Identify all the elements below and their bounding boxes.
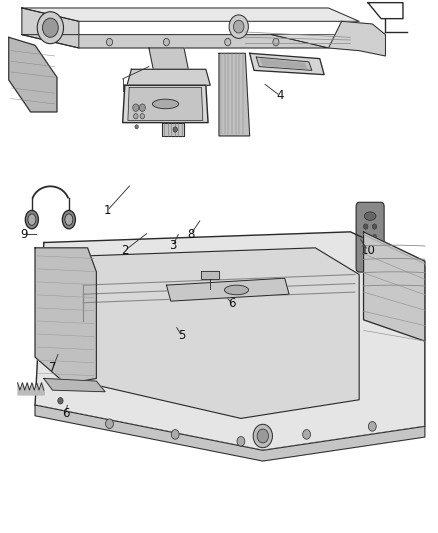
Polygon shape [328,21,385,56]
Circle shape [367,263,373,270]
FancyBboxPatch shape [356,202,384,272]
Text: 10: 10 [360,244,375,257]
Circle shape [372,224,377,229]
Polygon shape [201,271,219,279]
Polygon shape [261,59,307,69]
Polygon shape [22,8,359,21]
Circle shape [253,424,272,448]
Polygon shape [35,405,425,461]
Text: 9: 9 [20,228,28,241]
Text: 6: 6 [62,407,70,419]
Circle shape [372,256,377,261]
Text: 2: 2 [121,244,129,257]
Ellipse shape [25,211,39,229]
Circle shape [368,422,376,431]
Circle shape [134,114,138,119]
Polygon shape [364,232,425,341]
Ellipse shape [65,214,73,225]
Text: 1: 1 [103,204,111,217]
Circle shape [58,398,63,404]
Polygon shape [149,48,188,69]
Ellipse shape [62,211,75,229]
Polygon shape [127,69,210,85]
Text: 3: 3 [170,239,177,252]
Circle shape [163,38,170,46]
Circle shape [303,430,311,439]
Circle shape [372,235,377,240]
Circle shape [106,419,113,429]
Ellipse shape [364,212,376,221]
Polygon shape [44,378,105,392]
Circle shape [133,104,139,111]
Circle shape [106,38,113,46]
Circle shape [257,429,268,443]
Circle shape [37,12,64,44]
Circle shape [364,245,368,251]
Text: 6: 6 [228,297,236,310]
Polygon shape [123,85,208,123]
Circle shape [171,430,179,439]
Circle shape [42,18,58,37]
Circle shape [364,256,368,261]
Circle shape [135,125,138,129]
Polygon shape [22,35,328,48]
Ellipse shape [28,214,36,225]
Polygon shape [256,57,312,70]
Circle shape [364,235,368,240]
Circle shape [140,114,145,119]
Circle shape [364,224,368,229]
Polygon shape [35,248,96,384]
Polygon shape [250,53,324,75]
Circle shape [233,20,244,33]
Polygon shape [35,232,425,450]
Text: 8: 8 [187,228,194,241]
Polygon shape [9,37,57,112]
Text: 5: 5 [178,329,185,342]
Polygon shape [272,35,359,48]
Ellipse shape [225,285,249,295]
Polygon shape [79,248,359,418]
Circle shape [139,104,145,111]
Polygon shape [166,278,289,301]
Polygon shape [128,87,203,120]
Circle shape [237,437,245,446]
Circle shape [229,15,248,38]
Circle shape [225,38,231,46]
Text: 7: 7 [49,361,57,374]
Ellipse shape [152,99,179,109]
Polygon shape [162,123,184,136]
Polygon shape [22,8,79,48]
Circle shape [273,38,279,46]
Polygon shape [219,53,250,136]
Circle shape [173,127,177,132]
Circle shape [372,245,377,251]
Text: 4: 4 [276,90,284,102]
